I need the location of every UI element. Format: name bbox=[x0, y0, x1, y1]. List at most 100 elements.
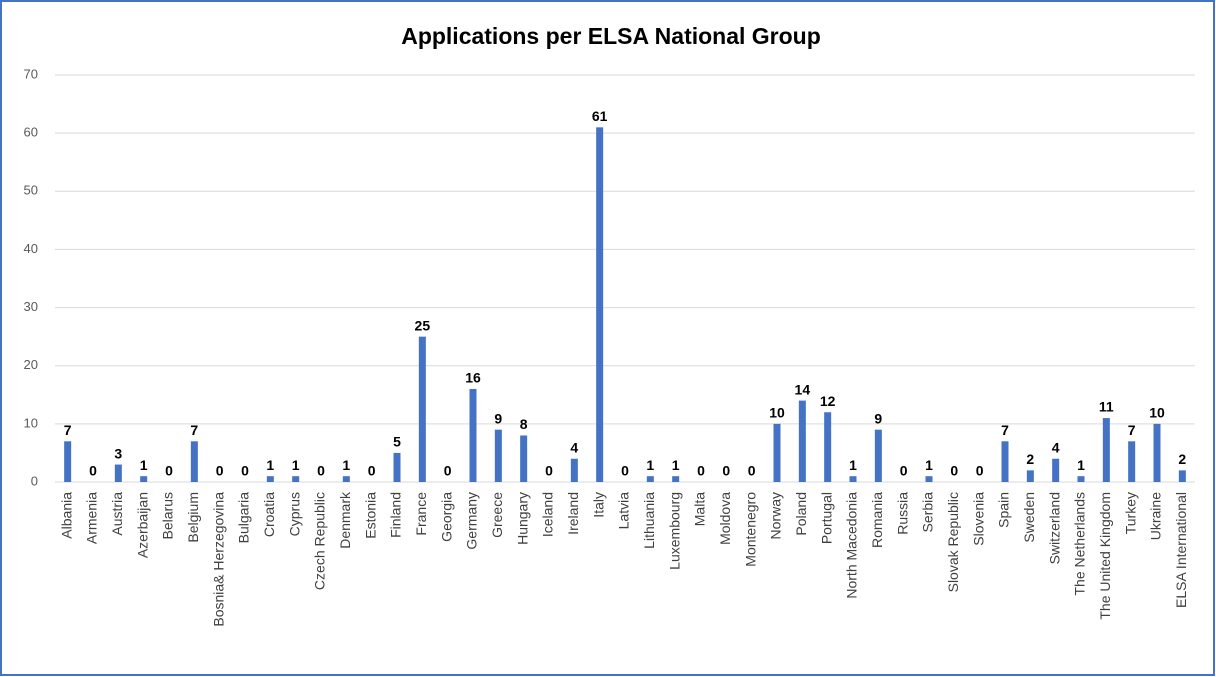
y-tick-label: 60 bbox=[24, 125, 38, 140]
x-tick-label: Russia bbox=[894, 492, 910, 535]
x-tick-label: Serbia bbox=[920, 492, 936, 533]
data-label: 4 bbox=[570, 439, 578, 455]
x-tick-label: Turkey bbox=[1122, 492, 1138, 534]
x-tick-label: Poland bbox=[793, 492, 809, 536]
x-tick-label: France bbox=[413, 492, 429, 536]
x-tick-label: Ukraine bbox=[1148, 492, 1164, 540]
data-label: 7 bbox=[1001, 422, 1009, 438]
data-label: 5 bbox=[393, 434, 401, 450]
x-tick-label: Finland bbox=[388, 492, 404, 538]
data-label: 7 bbox=[64, 422, 72, 438]
x-tick-label: The Netherlands bbox=[1072, 492, 1088, 596]
x-tick-label: Norway bbox=[768, 492, 784, 539]
bar bbox=[798, 400, 806, 482]
data-label: 3 bbox=[114, 445, 122, 461]
data-label: 0 bbox=[976, 463, 984, 479]
x-tick-label: Greece bbox=[489, 492, 505, 538]
x-tick-label: Bulgaria bbox=[236, 492, 252, 544]
data-label: 0 bbox=[722, 463, 730, 479]
data-label: 1 bbox=[140, 457, 148, 473]
bar bbox=[1102, 418, 1110, 482]
data-label: 2 bbox=[1178, 451, 1186, 467]
data-label: 9 bbox=[874, 410, 882, 426]
bar bbox=[393, 452, 401, 482]
data-label: 8 bbox=[520, 416, 528, 432]
data-label: 1 bbox=[266, 457, 274, 473]
data-label: 4 bbox=[1052, 439, 1060, 455]
bar bbox=[570, 458, 578, 482]
x-tick-label: Czech Republic bbox=[312, 492, 328, 590]
data-label: 10 bbox=[769, 405, 785, 421]
bar bbox=[1153, 423, 1161, 482]
x-tick-label: ELSA International bbox=[1173, 492, 1189, 608]
bar bbox=[596, 127, 604, 482]
bar bbox=[266, 476, 274, 482]
x-tick-label: Azerbaijan bbox=[134, 492, 150, 558]
x-tick-label: Albania bbox=[58, 492, 74, 539]
x-tick-label: The United Kingdom bbox=[1097, 492, 1113, 620]
x-tick-label: Belarus bbox=[160, 492, 176, 539]
x-tick-label: Italy bbox=[590, 492, 606, 518]
x-tick-label: Iceland bbox=[540, 492, 556, 537]
data-label: 1 bbox=[925, 457, 933, 473]
x-tick-label: Slovenia bbox=[970, 492, 986, 546]
x-tick-label: Germany bbox=[464, 492, 480, 550]
y-tick-label: 20 bbox=[24, 357, 38, 372]
x-tick-label: Croatia bbox=[261, 492, 277, 537]
x-tick-label: Georgia bbox=[438, 492, 454, 542]
y-tick-label: 30 bbox=[24, 299, 38, 314]
bar bbox=[190, 441, 198, 482]
x-tick-label: North Macedonia bbox=[844, 492, 860, 599]
x-tick-label: Portugal bbox=[818, 492, 834, 544]
data-label: 7 bbox=[1128, 422, 1136, 438]
data-label: 10 bbox=[1149, 405, 1165, 421]
bar bbox=[849, 476, 857, 482]
x-tick-label: Spain bbox=[996, 492, 1012, 528]
bar bbox=[342, 476, 350, 482]
chart-title: Applications per ELSA National Group bbox=[401, 23, 821, 49]
y-tick-label: 40 bbox=[24, 241, 38, 256]
data-label: 0 bbox=[950, 463, 958, 479]
data-label: 1 bbox=[646, 457, 654, 473]
y-tick-label: 0 bbox=[31, 473, 38, 488]
data-label: 0 bbox=[444, 463, 452, 479]
x-tick-label: Cyprus bbox=[286, 492, 302, 536]
y-tick-label: 10 bbox=[24, 415, 38, 430]
x-tick-label: Montenegro bbox=[742, 492, 758, 567]
bar bbox=[1178, 470, 1186, 482]
data-label: 14 bbox=[795, 381, 811, 397]
bar bbox=[824, 412, 832, 482]
x-tick-label: Romania bbox=[869, 492, 885, 548]
data-label: 0 bbox=[165, 463, 173, 479]
data-label: 0 bbox=[216, 463, 224, 479]
x-tick-label: Malta bbox=[692, 492, 708, 526]
data-label: 9 bbox=[494, 410, 502, 426]
bar bbox=[1077, 476, 1085, 482]
x-tick-label: Bosnia& Herzegovina bbox=[210, 492, 226, 627]
bar bbox=[520, 435, 528, 482]
data-label: 12 bbox=[820, 393, 836, 409]
bar bbox=[646, 476, 654, 482]
data-label: 0 bbox=[317, 463, 325, 479]
bar bbox=[64, 441, 72, 482]
bar bbox=[874, 429, 882, 482]
x-tick-label: Estonia bbox=[362, 492, 378, 539]
data-label: 1 bbox=[1077, 457, 1085, 473]
data-label: 0 bbox=[368, 463, 376, 479]
data-label: 0 bbox=[697, 463, 705, 479]
data-label: 1 bbox=[342, 457, 350, 473]
data-label: 1 bbox=[849, 457, 857, 473]
data-label: 1 bbox=[292, 457, 300, 473]
x-tick-label: Switzerland bbox=[1046, 492, 1062, 564]
data-label: 61 bbox=[592, 108, 608, 124]
bar bbox=[1052, 458, 1060, 482]
x-tick-label: Denmark bbox=[337, 491, 353, 549]
bar bbox=[140, 476, 148, 482]
bar bbox=[925, 476, 933, 482]
bar bbox=[494, 429, 502, 482]
x-tick-label: Moldova bbox=[717, 492, 733, 545]
data-label: 2 bbox=[1026, 451, 1034, 467]
bar bbox=[1001, 441, 1009, 482]
